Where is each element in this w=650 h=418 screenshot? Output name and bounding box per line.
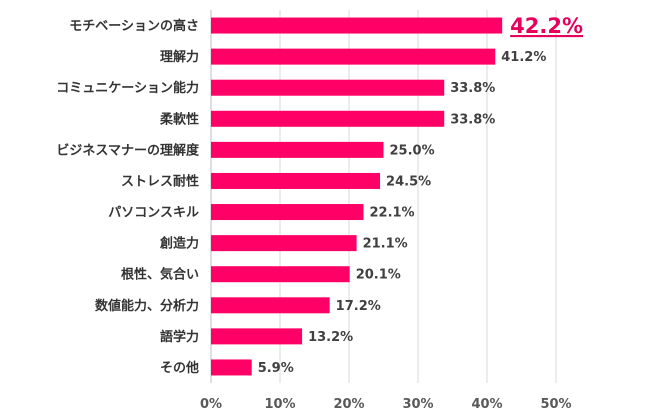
category-label: 数値能力、分析力 <box>95 298 199 314</box>
value-label: 20.1% <box>356 268 401 283</box>
category-label: その他 <box>160 360 199 376</box>
value-labels: 42.2% 41.2% 33.8% 33.8% 25.0% 24.5% 22.1% 21.1%… <box>258 14 583 376</box>
x-tick-label: 30% <box>402 397 433 412</box>
gridlines <box>210 10 557 383</box>
category-label: 語学力 <box>160 329 199 345</box>
category-label: 創造力 <box>159 236 199 252</box>
x-tick-label: 0% <box>200 397 222 412</box>
bar <box>211 48 496 65</box>
bar <box>211 297 330 314</box>
x-tick-labels: 0% 10% 20% 30% 40% 50% <box>200 397 572 412</box>
value-label: 21.1% <box>363 237 408 252</box>
category-label: コミュニケーション能力 <box>56 80 199 96</box>
value-label: 22.1% <box>369 206 414 221</box>
value-label: 13.2% <box>308 330 353 345</box>
category-label: ビジネスマナーの理解度 <box>56 142 200 158</box>
x-tick-label: 10% <box>264 397 295 412</box>
category-label: ストレス耐性 <box>121 173 199 189</box>
highlight-value-label: 42.2% <box>510 14 583 38</box>
bar <box>211 17 503 34</box>
category-labels: モチベーションの高さ理解力コミュニケーション能力柔軟性ビジネスマナーの理解度スト… <box>56 18 200 376</box>
bar <box>211 79 445 96</box>
bar <box>211 235 357 252</box>
bar <box>211 172 381 189</box>
x-tick-label: 20% <box>333 397 364 412</box>
value-label: 5.9% <box>258 361 294 376</box>
bar <box>211 204 364 221</box>
bars <box>211 17 503 376</box>
value-label: 41.2% <box>501 50 546 65</box>
bar <box>211 110 445 127</box>
value-label: 33.8% <box>450 81 495 96</box>
bar <box>211 266 350 283</box>
value-label: 25.0% <box>390 143 435 158</box>
category-label: 理解力 <box>160 49 199 65</box>
category-label: 根性、気合い <box>121 267 199 283</box>
bar <box>211 359 252 376</box>
value-label: 17.2% <box>336 299 381 314</box>
category-label: 柔軟性 <box>159 111 199 127</box>
x-tick-label: 40% <box>471 397 502 412</box>
category-label: パソコンスキル <box>108 206 199 221</box>
value-label: 24.5% <box>386 174 431 189</box>
value-label: 33.8% <box>450 112 495 127</box>
x-tick-label: 50% <box>540 397 571 412</box>
bar <box>211 328 303 345</box>
category-label: モチベーションの高さ <box>69 18 199 34</box>
bar <box>211 141 384 158</box>
